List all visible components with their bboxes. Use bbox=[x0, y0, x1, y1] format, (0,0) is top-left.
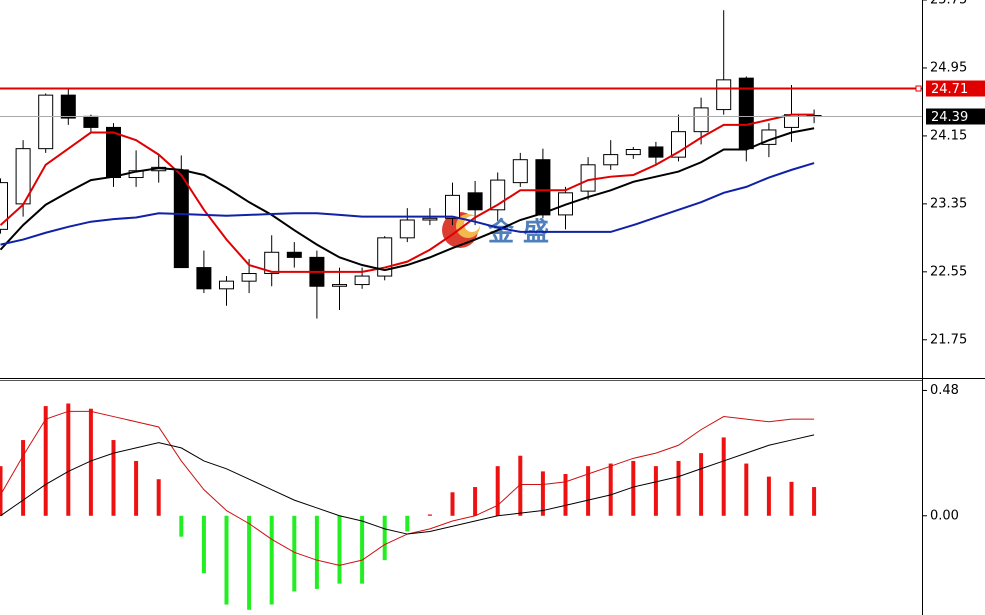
price-panel: 金 盛 bbox=[0, 10, 822, 319]
histogram-bar bbox=[43, 406, 48, 516]
histogram-bar bbox=[66, 403, 71, 516]
histogram-bar bbox=[292, 515, 297, 592]
histogram-bar bbox=[518, 455, 523, 516]
histogram-bar bbox=[699, 453, 704, 516]
y-tick-label: 0.48 bbox=[930, 383, 959, 398]
histogram-bar bbox=[314, 515, 319, 589]
histogram-bar bbox=[495, 466, 500, 516]
indicator-line bbox=[0, 127, 815, 272]
histogram-bar bbox=[360, 515, 365, 584]
histogram-bar bbox=[563, 474, 568, 516]
histogram-bar bbox=[721, 437, 726, 516]
price-label: 24.39 bbox=[931, 110, 968, 125]
histogram-bar bbox=[608, 463, 613, 516]
histogram-bar bbox=[269, 515, 274, 605]
histogram-bar bbox=[427, 514, 432, 516]
histogram-bar bbox=[88, 408, 93, 516]
y-tick-label: 23.35 bbox=[930, 196, 967, 211]
y-tick-label: 0.00 bbox=[930, 508, 959, 523]
price-line-marker bbox=[915, 85, 922, 92]
histogram-bar bbox=[450, 492, 455, 516]
histogram-bar bbox=[111, 440, 116, 516]
candle-body bbox=[83, 115, 99, 128]
price-label: 24.71 bbox=[931, 82, 968, 97]
candle-body bbox=[196, 267, 212, 290]
histogram-bar bbox=[382, 515, 387, 561]
histogram-bar bbox=[337, 515, 342, 584]
indicator-line bbox=[0, 434, 815, 535]
candle-body bbox=[445, 194, 460, 219]
histogram-bar bbox=[156, 479, 161, 516]
y-tick-label: 21.75 bbox=[930, 332, 967, 347]
candle-body bbox=[625, 149, 641, 156]
indicator-line bbox=[0, 162, 815, 246]
histogram-bar bbox=[134, 460, 139, 516]
y-tick-label: 25.75 bbox=[930, 0, 967, 8]
histogram-bar bbox=[631, 460, 636, 516]
candle-body bbox=[648, 146, 664, 158]
histogram-bar bbox=[0, 466, 3, 516]
y-tick-label: 24.15 bbox=[930, 128, 967, 143]
histogram-bar bbox=[676, 460, 681, 516]
candle-body bbox=[467, 192, 483, 211]
histogram-bar bbox=[586, 466, 591, 516]
candle-body bbox=[422, 217, 438, 221]
candle-body bbox=[354, 275, 370, 286]
candle-body bbox=[535, 159, 551, 216]
candle-body bbox=[332, 284, 347, 287]
candle-body bbox=[0, 182, 8, 230]
candle-body bbox=[512, 159, 528, 184]
candle-body bbox=[241, 273, 257, 282]
histogram-bar bbox=[405, 515, 410, 532]
candle-body bbox=[399, 219, 415, 239]
histogram-bar bbox=[653, 466, 658, 516]
histogram-bar bbox=[21, 440, 26, 516]
candle-body bbox=[693, 107, 709, 133]
candle-body bbox=[603, 154, 619, 166]
histogram-bar bbox=[224, 515, 229, 605]
indicator-line bbox=[0, 113, 815, 273]
histogram-bar bbox=[201, 515, 206, 574]
histogram-bar bbox=[473, 487, 478, 516]
candle-body bbox=[580, 164, 596, 192]
histogram-bar bbox=[766, 476, 771, 516]
price-label-box bbox=[926, 108, 985, 125]
candle-body bbox=[60, 94, 76, 119]
histogram-bar bbox=[247, 515, 252, 610]
candle-body bbox=[173, 169, 189, 269]
histogram-bar bbox=[540, 471, 545, 516]
candle-body bbox=[671, 131, 686, 158]
y-tick-label: 24.95 bbox=[930, 60, 967, 75]
price-label-box bbox=[926, 80, 985, 97]
histogram-bar bbox=[789, 481, 794, 516]
histogram-bar bbox=[744, 463, 749, 516]
histogram-bar bbox=[179, 515, 184, 537]
macd-panel bbox=[0, 403, 817, 610]
histogram-bar bbox=[812, 487, 817, 516]
y-tick-label: 22.55 bbox=[930, 264, 967, 279]
candle-body bbox=[264, 251, 280, 275]
candle-body bbox=[38, 94, 54, 150]
candle-body bbox=[219, 280, 234, 290]
candle-body bbox=[716, 79, 732, 111]
candle-body bbox=[286, 251, 302, 258]
